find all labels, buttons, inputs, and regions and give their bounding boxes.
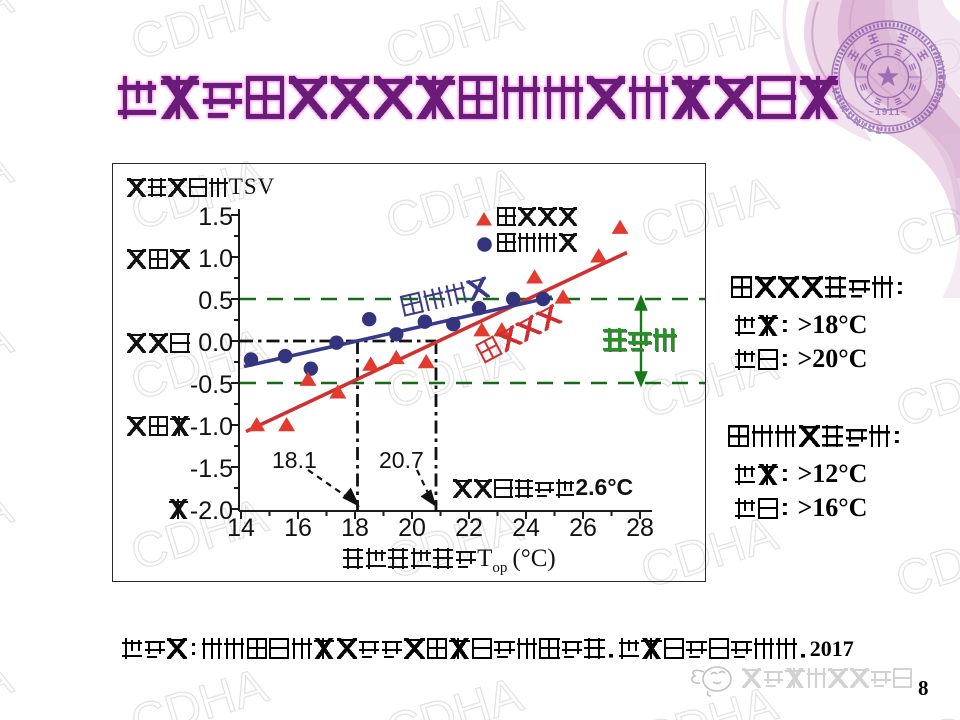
svg-text:~1911~: ~1911~ [868, 107, 907, 118]
